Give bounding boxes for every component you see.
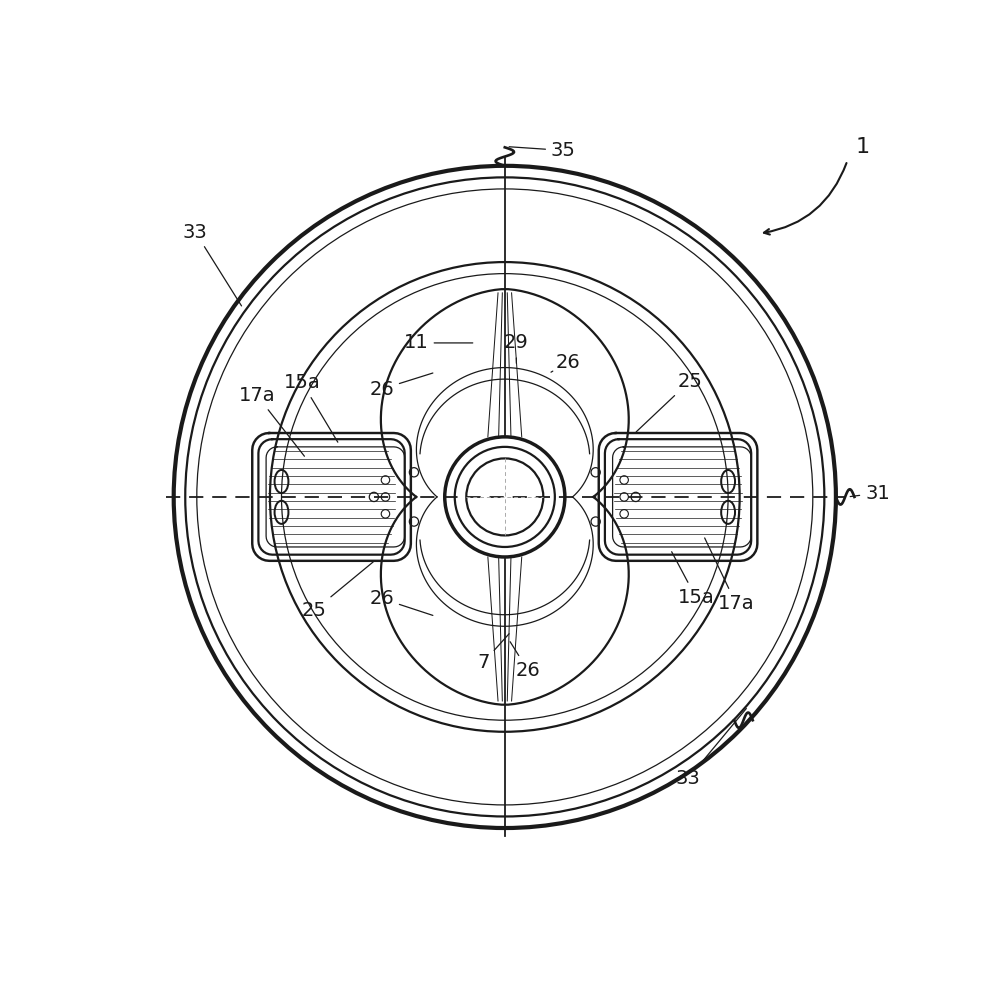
Text: 17a: 17a xyxy=(239,386,304,457)
Text: 17a: 17a xyxy=(705,538,754,613)
Text: 26: 26 xyxy=(510,642,540,680)
Text: 25: 25 xyxy=(301,562,373,620)
Text: 31: 31 xyxy=(850,483,890,503)
Text: 26: 26 xyxy=(369,589,433,615)
Text: 11: 11 xyxy=(404,334,473,352)
Text: 1: 1 xyxy=(855,138,869,157)
Text: 7: 7 xyxy=(477,634,509,672)
Text: 33: 33 xyxy=(183,222,242,306)
Text: 26: 26 xyxy=(369,373,433,399)
Text: 35: 35 xyxy=(509,141,576,160)
Text: 25: 25 xyxy=(636,372,702,432)
Text: 26: 26 xyxy=(551,352,580,372)
Text: 29: 29 xyxy=(504,334,529,363)
Text: 15a: 15a xyxy=(284,374,338,442)
Text: 33: 33 xyxy=(676,708,746,788)
Text: 15a: 15a xyxy=(672,552,714,606)
